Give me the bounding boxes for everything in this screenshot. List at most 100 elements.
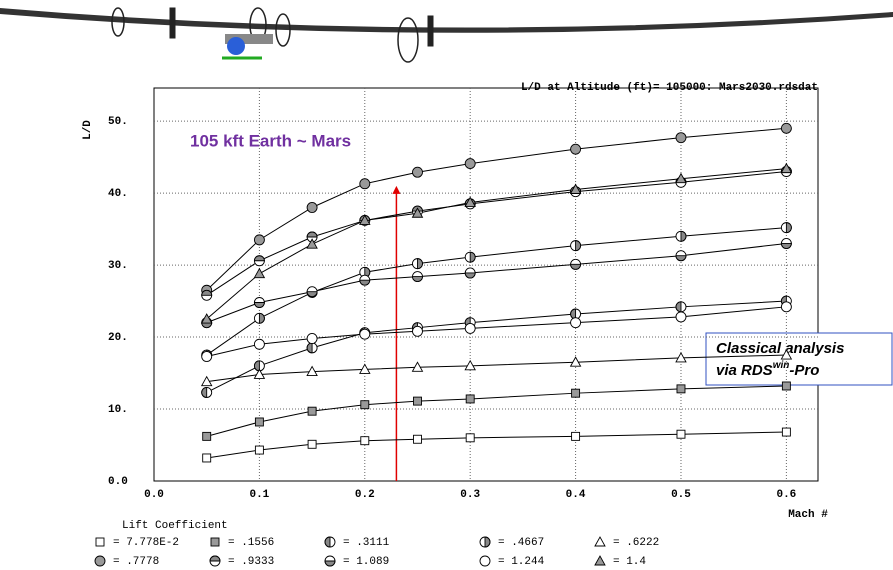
- series-line: [207, 228, 787, 355]
- series-line: [207, 171, 787, 295]
- legend-label: = 1.089: [343, 556, 389, 568]
- marker: [781, 238, 791, 248]
- marker: [412, 167, 422, 177]
- marker: [255, 446, 263, 454]
- legend-marker: [211, 538, 219, 546]
- marker: [202, 290, 212, 300]
- x-tick-label: 0.1: [249, 489, 269, 501]
- marker: [254, 256, 264, 266]
- marker: [254, 235, 264, 245]
- marker: [361, 401, 369, 409]
- legend-label: = 1.244: [498, 556, 545, 568]
- legend-marker: [325, 556, 335, 566]
- marker: [782, 428, 790, 436]
- legend-title: Lift Coefficient: [122, 520, 228, 532]
- series-line: [207, 169, 787, 319]
- annotation: 105 kft Earth ~ Mars: [190, 131, 351, 150]
- marker: [413, 435, 421, 443]
- x-axis-label: Mach #: [788, 509, 828, 521]
- chart: L/D at Altitude (ft)= 105000: Mars2030.r…: [0, 0, 893, 570]
- marker: [360, 179, 370, 189]
- y-tick-label: 0.0: [108, 476, 128, 488]
- x-tick-label: 0.5: [671, 489, 691, 501]
- marker: [308, 407, 316, 415]
- legend-marker: [480, 556, 490, 566]
- marker: [412, 272, 422, 282]
- series-markers: [202, 123, 792, 462]
- marker: [782, 382, 790, 390]
- marker: [781, 302, 791, 312]
- marker: [465, 268, 475, 278]
- marker: [203, 454, 211, 462]
- y-tick-label: 50.: [108, 116, 128, 128]
- marker: [781, 223, 791, 233]
- marker: [361, 437, 369, 445]
- marker: [572, 389, 580, 397]
- marker: [676, 302, 686, 312]
- marker: [202, 351, 212, 361]
- legend-marker: [595, 556, 605, 565]
- marker: [466, 395, 474, 403]
- marker: [254, 313, 264, 323]
- marker: [677, 385, 685, 393]
- x-tick-label: 0.3: [460, 489, 480, 501]
- y-axis-label: L/D: [82, 120, 94, 140]
- series-line: [207, 307, 787, 357]
- marker: [571, 241, 581, 251]
- marker: [307, 287, 317, 297]
- marker: [676, 133, 686, 143]
- marker: [202, 387, 212, 397]
- series-line: [207, 243, 787, 322]
- series-line: [207, 432, 787, 458]
- marker: [465, 159, 475, 169]
- marker: [307, 343, 317, 353]
- marker: [254, 339, 264, 349]
- legend-marker: [96, 538, 104, 546]
- legend-marker: [325, 537, 335, 547]
- x-tick-label: 0.4: [566, 489, 586, 501]
- annotation-part: -Pro: [789, 362, 819, 379]
- marker: [255, 418, 263, 426]
- marker: [571, 144, 581, 154]
- marker: [677, 430, 685, 438]
- marker: [571, 259, 581, 269]
- legend-label: = .1556: [228, 537, 274, 549]
- legend-label: = 7.778E-2: [113, 537, 179, 549]
- marker: [254, 269, 264, 278]
- marker: [676, 251, 686, 261]
- legend-label: = 1.4: [613, 556, 646, 568]
- legend-label: = .7778: [113, 556, 159, 568]
- marker: [781, 123, 791, 133]
- legend-marker: [210, 556, 220, 566]
- marker: [307, 202, 317, 212]
- marker: [254, 297, 264, 307]
- x-tick-label: 0.0: [144, 489, 164, 501]
- x-tick-label: 0.6: [776, 489, 796, 501]
- legend-marker: [595, 537, 605, 546]
- annotation: via RDSwin-Pro: [716, 360, 819, 379]
- y-tick-label: 30.: [108, 260, 128, 272]
- marker: [413, 397, 421, 405]
- marker: [360, 329, 370, 339]
- y-tick-label: 10.: [108, 404, 128, 416]
- annotation-box: Classical analysis via RDSwin-Pro: [706, 333, 892, 385]
- legend-label: = .4667: [498, 537, 544, 549]
- x-tick-label: 0.2: [355, 489, 375, 501]
- marker: [466, 434, 474, 442]
- y-tick-label: 40.: [108, 188, 128, 200]
- marker: [360, 275, 370, 285]
- annotation-box: 105 kft Earth ~ Mars: [176, 127, 394, 157]
- marker: [572, 432, 580, 440]
- marker: [308, 440, 316, 448]
- marker: [203, 432, 211, 440]
- legend-marker: [95, 556, 105, 566]
- marker: [307, 333, 317, 343]
- chart-title: L/D at Altitude (ft)= 105000: Mars2030.r…: [521, 82, 818, 94]
- marker: [676, 312, 686, 322]
- series-line: [207, 386, 787, 436]
- series-line: [207, 355, 787, 382]
- legend-marker: [480, 537, 490, 547]
- marker: [465, 252, 475, 262]
- legend-label: = .3111: [343, 537, 390, 549]
- series-lines: [207, 128, 787, 458]
